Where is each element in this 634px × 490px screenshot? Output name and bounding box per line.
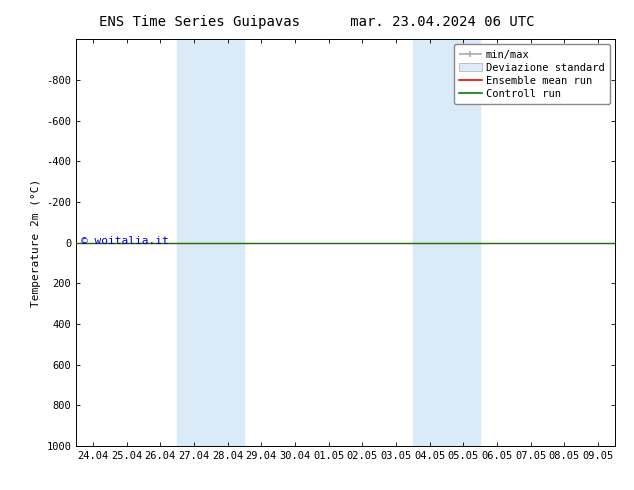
- Y-axis label: Temperature 2m (°C): Temperature 2m (°C): [30, 178, 41, 307]
- Bar: [177, 39, 245, 446]
- Legend: min/max, Deviazione standard, Ensemble mean run, Controll run: min/max, Deviazione standard, Ensemble m…: [453, 45, 610, 104]
- Text: ENS Time Series Guipavas      mar. 23.04.2024 06 UTC: ENS Time Series Guipavas mar. 23.04.2024…: [100, 15, 534, 29]
- Bar: [413, 39, 481, 446]
- Text: © woitalia.it: © woitalia.it: [81, 236, 169, 245]
